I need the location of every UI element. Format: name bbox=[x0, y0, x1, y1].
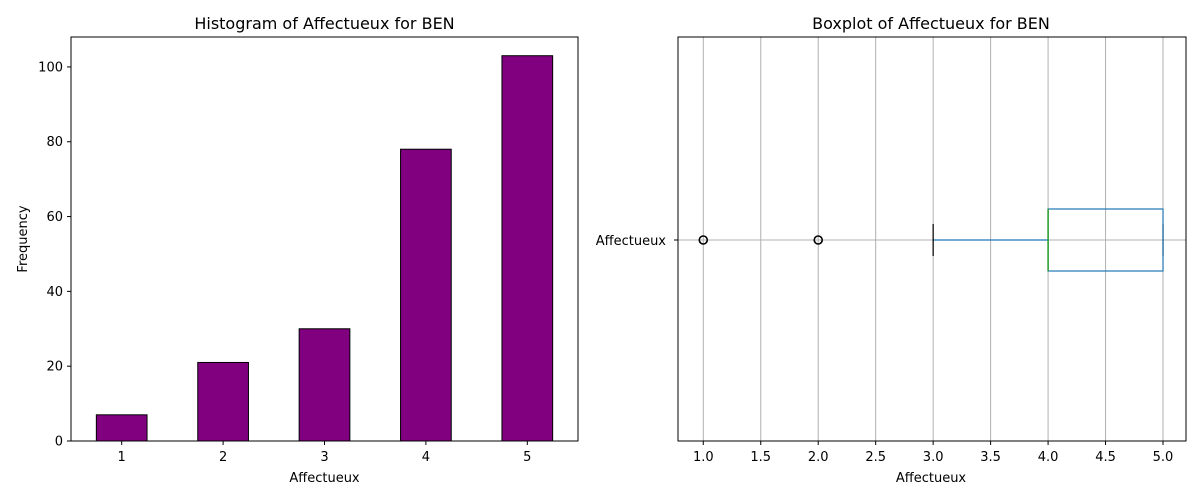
histogram-x-tick-label: 5 bbox=[523, 450, 531, 465]
histogram-x-ticks: 1 2 3 4 5 bbox=[118, 441, 531, 465]
boxplot-chart: Boxplot of Affectueux for BEN 1.0 1.5 2.0 2… bbox=[596, 14, 1187, 486]
histogram-y-tick-label: 100 bbox=[38, 60, 63, 75]
histogram-y-tick-label: 0 bbox=[55, 435, 63, 450]
boxplot-x-tick-label: 3.0 bbox=[923, 450, 944, 465]
boxplot-x-tick-label: 2.5 bbox=[865, 450, 886, 465]
boxplot-x-label: Affectueux bbox=[896, 471, 967, 486]
histogram-chart: Histogram of Affectueux for BEN 0 20 40 60 8… bbox=[16, 14, 579, 486]
boxplot-x-tick-label: 1.0 bbox=[693, 450, 714, 465]
boxplot-x-tick-label: 3.5 bbox=[980, 450, 1001, 465]
histogram-y-tick-label: 20 bbox=[46, 360, 63, 375]
histogram-y-ticks: 0 20 40 60 80 100 bbox=[38, 60, 71, 450]
histogram-bars bbox=[95, 55, 554, 442]
histogram-y-tick-label: 80 bbox=[46, 135, 63, 150]
histogram-bar bbox=[298, 328, 351, 442]
histogram-x-label: Affectueux bbox=[289, 471, 360, 486]
histogram-x-tick-label: 4 bbox=[422, 450, 430, 465]
boxplot-elements bbox=[698, 208, 1164, 272]
histogram-y-tick-label: 40 bbox=[46, 285, 63, 300]
boxplot-x-tick-label: 4.5 bbox=[1095, 450, 1116, 465]
histogram-bar bbox=[400, 148, 452, 442]
histogram-bar bbox=[197, 361, 249, 442]
histogram-x-tick-label: 3 bbox=[320, 450, 328, 465]
boxplot-x-tick-label: 4.0 bbox=[1038, 450, 1059, 465]
boxplot-plot-frame bbox=[677, 36, 1187, 442]
boxplot-outlier-point bbox=[813, 235, 824, 245]
boxplot-title: Boxplot of Affectueux for BEN bbox=[812, 14, 1050, 33]
boxplot-outlier-point bbox=[698, 235, 709, 245]
boxplot-x-tick-label: 1.5 bbox=[750, 450, 771, 465]
histogram-y-tick-label: 60 bbox=[46, 210, 63, 225]
histogram-x-tick-label: 1 bbox=[118, 450, 126, 465]
histogram-bar bbox=[501, 55, 554, 442]
histogram-y-label: Frequency bbox=[16, 205, 31, 272]
histogram-plot-frame bbox=[70, 36, 579, 442]
boxplot-grid bbox=[678, 37, 1186, 441]
boxplot-x-ticks: 1.0 1.5 2.0 2.5 3.0 3.5 4.0 4.5 5.0 bbox=[674, 239, 1174, 465]
boxplot-x-tick-label: 2.0 bbox=[808, 450, 829, 465]
boxplot-x-tick-label: 5.0 bbox=[1153, 450, 1174, 465]
histogram-x-tick-label: 2 bbox=[219, 450, 227, 465]
histogram-bar bbox=[95, 414, 148, 442]
boxplot-category-label: Affectueux bbox=[596, 234, 667, 249]
histogram-title: Histogram of Affectueux for BEN bbox=[194, 14, 454, 33]
